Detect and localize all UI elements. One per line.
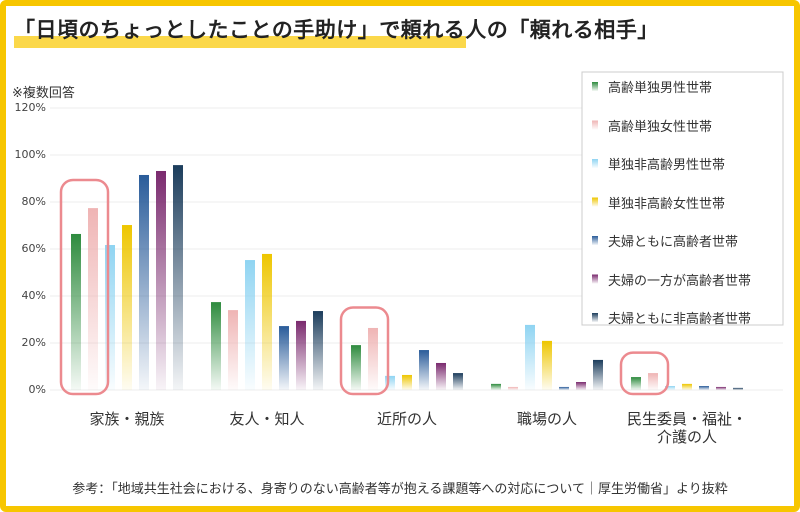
legend-marker [592, 313, 598, 322]
bar [296, 320, 306, 390]
bar [211, 302, 221, 390]
bar [368, 327, 378, 390]
bar [71, 233, 81, 390]
note: ※複数回答 [12, 86, 75, 101]
y-tick-label: 40% [22, 289, 46, 302]
y-tick-label: 0% [29, 383, 46, 396]
bar [173, 165, 183, 390]
bar [525, 324, 535, 390]
bar [733, 387, 743, 390]
bar [508, 386, 518, 390]
bar [402, 374, 412, 390]
highlight [339, 306, 390, 396]
bar [262, 253, 272, 390]
legend-marker [592, 120, 598, 130]
legend-marker [592, 82, 598, 91]
x-tick-label: 友人・知人 [229, 410, 305, 428]
legend-label: 夫婦の一方が高齢者世帯 [608, 273, 752, 289]
legend-label: 単独非高齢女性世帯 [608, 196, 726, 212]
bar [88, 208, 98, 390]
bar [105, 245, 115, 390]
bar [453, 373, 463, 390]
legend-label: 夫婦ともに非高齢者世帯 [608, 312, 752, 327]
bar [593, 359, 603, 390]
bar [436, 362, 446, 390]
bar [699, 386, 709, 390]
x-tick-label: 近所の人 [376, 410, 437, 428]
bar [156, 170, 166, 390]
x-tick-label: 家族・親族 [89, 410, 165, 428]
legend-marker [592, 197, 598, 207]
legend-label: 高齢単独男性世帯 [608, 81, 713, 96]
bar [139, 174, 149, 390]
y-tick-label: 80% [22, 195, 46, 208]
x-tick-label: 民生委員・福祉・ 介護の人 [626, 410, 747, 446]
y-tick-label: 20% [22, 336, 46, 349]
x-tick-label: 職場の人 [516, 410, 577, 428]
bar [716, 386, 726, 390]
bar [122, 225, 132, 390]
highlight [59, 178, 110, 396]
bar [665, 386, 675, 390]
bar [491, 383, 501, 390]
bar [385, 375, 395, 390]
bar [576, 382, 586, 390]
legend-marker [592, 274, 598, 284]
legend-marker [592, 236, 598, 245]
bar [682, 383, 692, 390]
y-tick-label: 100% [15, 148, 46, 161]
source: 参考：「地域共生社会における、身寄りのない高齢者等が抱える課題等への対応について… [72, 482, 728, 497]
bar [245, 260, 255, 390]
legend-label: 夫婦ともに高齢者世帯 [608, 235, 739, 250]
bar [419, 350, 429, 390]
bar [559, 386, 569, 390]
highlight [619, 351, 670, 396]
chart-title: 「日頃のちょっとしたことの手助け」で頼れる人の「頼れる相手」 [14, 18, 659, 42]
bar [279, 326, 289, 390]
bar [313, 311, 323, 390]
legend-marker [592, 159, 598, 168]
bar [228, 310, 238, 390]
legend-box [581, 71, 784, 326]
bar [631, 377, 641, 390]
y-tick-label: 120% [15, 101, 46, 114]
legend-label: 高齢単独女性世帯 [608, 119, 713, 135]
y-tick-label: 60% [22, 242, 46, 255]
bar [351, 345, 361, 390]
title-highlight [14, 36, 466, 48]
bar [648, 373, 658, 390]
bar [542, 340, 552, 390]
legend-label: 単独非高齢男性世帯 [608, 158, 726, 173]
